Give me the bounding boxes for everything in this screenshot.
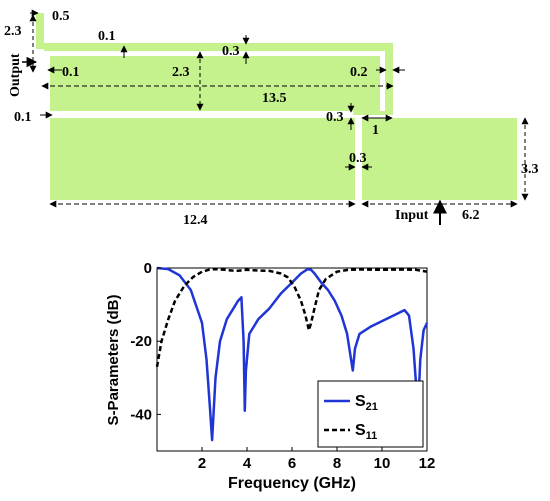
dimension-lines [22,9,529,225]
y-tick-label: 0 [144,260,152,277]
output-label: Output [8,53,23,97]
s-parameter-chart: 2 4 6 8 10 12 0 -20 -40 Frequency (GHz) S-Param… [105,260,435,492]
dim-0-1-mid: 0.1 [14,110,32,125]
y-ticks: 0 -20 -40 [130,260,161,423]
dim-13-5: 13.5 [262,91,287,106]
y-axis-label: S-Parameters (dB) [105,295,122,426]
dim-6-2: 6.2 [462,208,480,223]
legend-label-s11: S11 [355,422,377,442]
x-tick-label: 4 [243,455,252,472]
x-tick-label: 12 [419,455,436,472]
dim-0-1-left: 0.1 [62,65,80,80]
dim-0-3-top: 0.3 [222,44,240,59]
dim-0-5: 0.5 [52,9,70,24]
input-label: Input [395,208,429,223]
dimension-labels: 2.3 0.5 0.1 0.3 0.1 2.3 0.2 13.5 0.1 0.3… [4,9,539,228]
lower-left-patch [50,118,355,200]
x-tick-label: 10 [374,455,391,472]
dim-3-3: 3.3 [521,162,539,177]
connector-strip [353,111,393,115]
legend-box [317,380,424,448]
series-line-s21 [156,266,429,442]
x-ticks: 2 4 6 8 10 12 [198,447,436,472]
y-tick-label: -20 [130,333,152,350]
top-strip [44,43,393,51]
legend-label-s21: S21 [355,393,378,413]
dim-0-2: 0.2 [350,65,368,80]
x-axis-label: Frequency (GHz) [228,475,356,492]
dim-0-1-top: 0.1 [98,29,116,44]
series-line-s11 [155,267,428,368]
output-stub [36,13,44,49]
y-tick-label: -40 [130,406,152,423]
dim-1: 1 [372,123,379,138]
curves [155,266,429,442]
dim-2-3-mid: 2.3 [172,65,190,80]
legend: S21 S11 [317,380,424,448]
upper-patch [50,56,380,111]
x-tick-label: 8 [333,455,341,472]
dim-0-3-mid: 0.3 [326,110,344,125]
dim-2-3-left: 2.3 [4,24,22,39]
x-tick-label: 6 [288,455,296,472]
x-tick-label: 2 [198,455,206,472]
dim-12-4: 12.4 [183,213,208,228]
right-vertical-strip [385,43,393,115]
lower-right-patch [362,118,517,200]
dim-0-3-low: 0.3 [349,151,367,166]
